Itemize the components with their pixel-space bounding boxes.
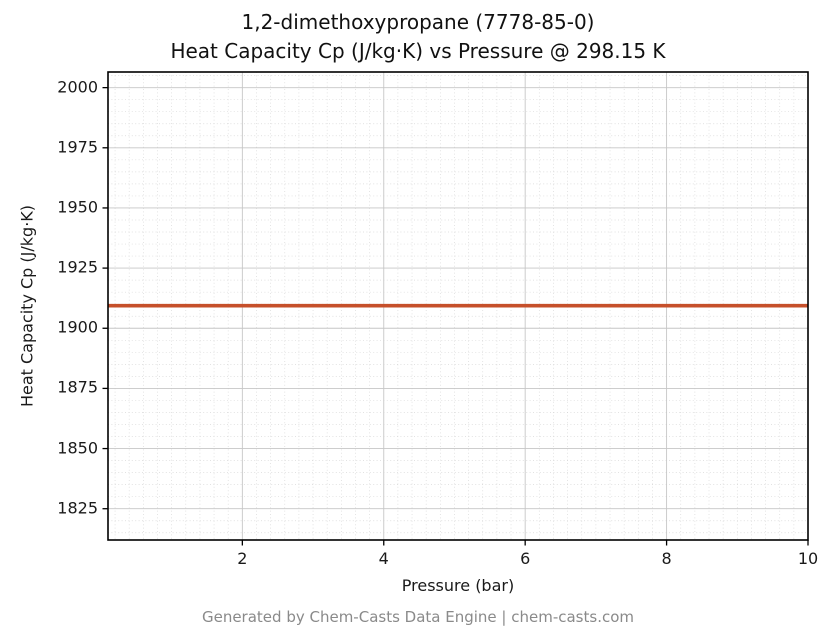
y-axis-label: Heat Capacity Cp (J/kg·K) — [17, 204, 37, 408]
footer-credit: Generated by Chem-Casts Data Engine | ch… — [201, 608, 635, 626]
y-tick-label: 1925 — [57, 257, 98, 277]
x-tick-label: 2 — [237, 549, 248, 568]
y-tick-label: 1850 — [57, 438, 98, 458]
y-tick-label: 1975 — [57, 137, 98, 157]
y-tick-label: 1825 — [57, 498, 98, 518]
x-tick-label: 10 — [797, 549, 819, 568]
y-tick-label: 2000 — [57, 77, 98, 97]
y-tick-label: 1875 — [57, 377, 98, 397]
x-tick-label: 4 — [378, 549, 389, 568]
chart-title-line1: 1,2-dimethoxypropane (7778-85-0) — [241, 10, 595, 34]
x-tick-label: 8 — [661, 549, 672, 568]
x-tick-label: 6 — [520, 549, 531, 568]
x-axis-label: Pressure (bar) — [401, 576, 515, 595]
chart-title: 1,2-dimethoxypropane (7778-85-0) Heat Ca… — [0, 8, 836, 66]
chart-title-line2: Heat Capacity Cp (J/kg·K) vs Pressure @ … — [170, 39, 666, 63]
y-tick-label: 1950 — [57, 197, 98, 217]
y-tick-label: 1900 — [57, 317, 98, 337]
